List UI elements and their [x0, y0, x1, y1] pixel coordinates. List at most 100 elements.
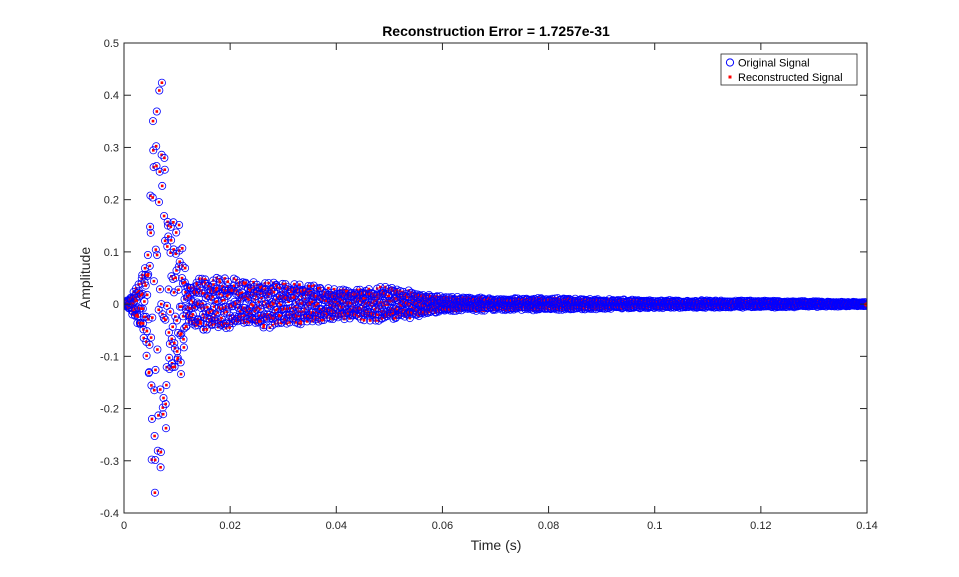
reconstructed-signal-point: [158, 288, 162, 291]
reconstructed-signal-point: [277, 314, 281, 317]
reconstructed-signal-point: [321, 293, 324, 296]
original-signal-point: [141, 312, 150, 321]
original-signal-point: [175, 257, 184, 266]
reconstructed-signal-point: [161, 406, 165, 409]
reconstructed-signal-point: [216, 300, 219, 303]
reconstructed-signal-point: [187, 320, 191, 323]
reconstructed-signal-point: [367, 291, 370, 295]
reconstructed-signal-point: [324, 299, 328, 302]
original-signal-point: [150, 386, 159, 395]
reconstructed-signal-point: [368, 303, 371, 307]
reconstructed-signal-point: [293, 282, 296, 286]
reconstructed-signal-point: [146, 253, 150, 257]
original-signal-point: [176, 331, 185, 340]
reconstructed-signal-point: [336, 301, 339, 305]
reconstructed-signal-point: [245, 320, 248, 324]
reconstructed-signal-point: [147, 318, 150, 321]
original-signal-point: [148, 313, 157, 322]
reconstructed-signal-point: [294, 312, 297, 316]
reconstructed-signal-point: [730, 305, 733, 308]
original-signal-point: [179, 343, 188, 352]
reconstructed-signal-point: [181, 281, 185, 285]
reconstructed-signal-point: [342, 301, 345, 304]
reconstructed-signal-point: [201, 292, 204, 295]
original-signal-point: [152, 107, 161, 116]
reconstructed-signal-point: [332, 287, 336, 291]
reconstructed-signal-point: [413, 295, 417, 298]
y-tick-label: 0: [113, 299, 119, 311]
reconstructed-signal-point: [184, 291, 187, 294]
reconstructed-signal-point: [317, 307, 321, 311]
reconstructed-signal-point: [257, 300, 261, 304]
reconstructed-signal-point: [145, 354, 148, 358]
reconstructed-signal-point: [374, 319, 377, 322]
original-signal-point: [144, 270, 153, 279]
reconstructed-signal-point: [143, 281, 146, 284]
reconstructed-signal-point: [266, 295, 270, 299]
reconstructed-signal-point: [231, 304, 235, 308]
reconstructed-signal-point: [215, 286, 219, 290]
reconstructed-signal-point: [181, 315, 185, 318]
reconstructed-signal-point: [174, 315, 177, 318]
reconstructed-signal-point: [316, 312, 320, 315]
reconstructed-signal-point: [160, 153, 163, 157]
reconstructed-signal-point: [355, 288, 359, 292]
original-signal-point: [328, 314, 337, 323]
original-signal-point: [182, 293, 191, 302]
original-signal-point: [140, 297, 149, 306]
reconstructed-signal-point: [242, 321, 246, 324]
reconstructed-signal-point: [179, 333, 182, 337]
reconstructed-signal-point: [410, 298, 414, 302]
reconstructed-signal-point: [219, 307, 222, 310]
original-signal-point: [146, 222, 155, 231]
reconstructed-signal-point: [315, 304, 318, 307]
reconstructed-signal-point: [240, 291, 244, 295]
reconstructed-signal-point: [232, 277, 236, 280]
reconstructed-signal-point: [141, 307, 145, 310]
reconstructed-signal-point: [172, 248, 175, 251]
reconstructed-signal-point: [132, 290, 135, 294]
reconstructed-signal-point: [176, 356, 180, 360]
reconstructed-signal-point: [284, 282, 287, 286]
reconstructed-signal-point: [159, 466, 162, 469]
reconstructed-signal-point: [189, 286, 193, 290]
reconstructed-signal-point: [300, 302, 303, 305]
reconstructed-signal-point: [454, 309, 458, 313]
reconstructed-signal-point: [466, 305, 470, 309]
reconstructed-signal-point: [217, 321, 220, 325]
reconstructed-signal-point: [286, 296, 289, 299]
reconstructed-signal-point: [285, 322, 288, 325]
reconstructed-signal-point: [178, 260, 181, 263]
original-signal-point: [232, 286, 241, 295]
reconstructed-signal-point: [137, 283, 140, 286]
reconstructed-signal-point: [244, 281, 247, 284]
reconstructed-signal-point: [367, 287, 371, 291]
reconstructed-signal-point: [232, 284, 236, 287]
x-axis-label: Time (s): [471, 537, 522, 553]
original-signal-point: [141, 281, 150, 290]
reconstructed-signal-point: [418, 304, 421, 308]
original-signal-point: [173, 347, 182, 356]
reconstructed-signal-point: [376, 297, 380, 300]
reconstructed-signal-point: [181, 247, 184, 250]
reconstructed-signal-point: [294, 314, 298, 318]
reconstructed-signal-point: [424, 297, 428, 301]
reconstructed-signal-point: [488, 298, 491, 302]
x-tick-label: 0.14: [856, 520, 877, 532]
reconstructed-signal-point: [163, 156, 166, 160]
original-signal-point: [147, 333, 156, 342]
reconstructed-signal-point: [223, 298, 226, 302]
reconstructed-signal-point: [346, 296, 350, 300]
reconstructed-signal-point: [699, 304, 702, 307]
reconstructed-signal-point: [279, 303, 282, 307]
reconstructed-signal-point: [392, 317, 395, 321]
reconstructed-signal-point: [159, 388, 162, 391]
original-signal-point: [151, 455, 160, 464]
reconstructed-signal-point: [154, 368, 157, 372]
reconstructed-signal-point: [139, 307, 143, 310]
reconstructed-signal-point: [183, 266, 187, 270]
reconstructed-signal-point: [288, 321, 291, 324]
reconstructed-signal-point: [552, 307, 556, 310]
reconstructed-signal-point: [382, 310, 386, 313]
original-signal-point: [149, 146, 158, 155]
